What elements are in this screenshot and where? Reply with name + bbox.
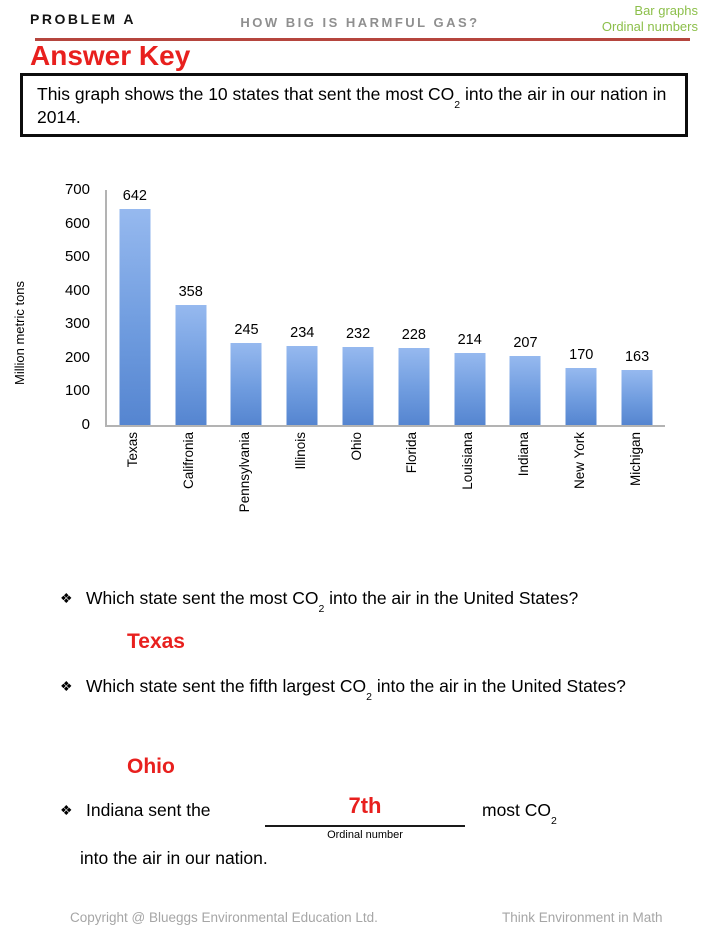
answer-3: 7th	[348, 793, 382, 818]
bar-slot: 642	[107, 188, 163, 425]
answer-1: Texas	[127, 630, 185, 653]
y-tick-label: 600	[64, 214, 90, 232]
x-label-slot: Michigan	[607, 432, 663, 546]
topic-tags: Bar graphs Ordinal numbers	[602, 3, 698, 35]
question-2: Which state sent the fifth largest CO2 i…	[86, 672, 670, 704]
co2-subscript: 2	[366, 691, 372, 704]
bar-slot: 358	[163, 190, 219, 425]
y-tick-label: 400	[64, 281, 90, 299]
bar	[565, 368, 597, 425]
bar-value-label: 163	[624, 349, 650, 365]
bar	[398, 348, 430, 425]
y-axis-title: Million metric tons	[12, 280, 27, 385]
bar-value-label: 228	[401, 327, 426, 343]
bar	[342, 347, 374, 425]
question-3-last-line: into the air in our nation.	[80, 848, 268, 868]
bar	[119, 209, 151, 425]
question-3-suffix-text: most CO	[482, 800, 552, 820]
bar-value-label: 232	[345, 326, 371, 342]
question-3-suffix: most CO2	[482, 796, 557, 828]
y-tick-label: 500	[64, 248, 90, 266]
topic-line-ordinal-numbers: Ordinal numbers	[601, 19, 698, 34]
x-label-slot: Pennsylvania	[217, 432, 273, 546]
bar	[286, 346, 318, 425]
bar-slot: 234	[274, 190, 330, 425]
plot-area: 642 358 245 234 232 228 214 207 170 163	[105, 188, 665, 427]
topic-line-bar-graphs: Bar graphs	[634, 3, 698, 18]
bar-slot: 245	[219, 190, 275, 425]
bar-value-label: 207	[513, 335, 538, 351]
bar-slot: 214	[442, 190, 498, 425]
x-label-slot: Illinois	[272, 432, 328, 546]
bar-value-label: 170	[569, 347, 594, 363]
bar-slot: 170	[553, 190, 609, 425]
bullet-icon: ❖	[60, 678, 73, 694]
question-2-text: Which state sent the fifth largest CO	[86, 676, 367, 696]
intro-box: This graph shows the 10 states that sent…	[20, 73, 688, 137]
bar	[621, 370, 653, 425]
co2-subscript: 2	[318, 603, 325, 616]
question-1-text: Which state sent the most CO	[86, 588, 319, 608]
header-divider	[35, 38, 690, 41]
answer-key-heading: Answer Key	[30, 40, 191, 71]
bar	[175, 305, 207, 425]
question-1-text-after: into the air in the United States?	[324, 588, 579, 608]
answer-blank: 7th	[265, 793, 465, 827]
x-label-slot: Ohio	[328, 432, 384, 546]
x-label-slot: New York	[551, 432, 607, 546]
blank-caption: Ordinal number	[327, 829, 403, 841]
x-label-slot: Califronia	[161, 432, 217, 546]
co2-subscript: 2	[551, 815, 557, 828]
x-category-label: Califronia	[181, 432, 197, 490]
intro-text-before: This graph shows the 10 states that sent…	[37, 84, 455, 104]
y-tick-label: 300	[64, 315, 90, 333]
bar-value-label: 245	[234, 322, 259, 338]
x-category-label: Louisiana	[460, 432, 476, 490]
y-tick-label: 200	[64, 348, 90, 366]
bar	[230, 343, 262, 425]
co2-subscript: 2	[454, 99, 461, 112]
intro-text-after: into the air in our nation in 2014.	[37, 84, 667, 127]
bar-value-label: 234	[290, 325, 315, 341]
x-category-label: Pennsylvania	[236, 432, 252, 513]
x-label-slot: Florida	[384, 432, 440, 546]
x-category-label: Ohio	[348, 432, 364, 461]
answer-2: Ohio	[127, 755, 175, 778]
bar-slot: 232	[330, 190, 386, 425]
x-category-label: Texas	[125, 432, 141, 468]
bar-value-label: 358	[178, 284, 203, 300]
bar	[454, 353, 486, 425]
question-2-text-after: into the air in the United States?	[371, 676, 626, 696]
bullet-icon: ❖	[60, 802, 73, 818]
y-tick-label: 100	[64, 382, 90, 400]
bar-slot: 228	[386, 190, 442, 425]
bullet-icon: ❖	[60, 590, 73, 606]
y-tick-label: 700	[64, 181, 90, 198]
x-label-slot: Indiana	[496, 432, 552, 546]
x-category-label: New York	[571, 432, 587, 490]
problem-label: PROBLEM A	[30, 11, 136, 27]
x-label-slot: Texas	[105, 432, 161, 546]
question-3-prefix: Indiana sent the	[86, 800, 211, 820]
sheet-title: HOW BIG IS HARMFUL GAS?	[240, 15, 480, 30]
y-tick-label: 0	[81, 415, 90, 433]
x-labels: Texas Califronia Pennsylvania Illinois Ohio F…	[105, 432, 663, 546]
x-category-label: Michigan	[627, 432, 643, 487]
bar-slot: 163	[609, 190, 665, 425]
bar	[509, 356, 541, 425]
bar-value-label: 214	[457, 332, 482, 348]
footer-brand: Think Environment in Math	[502, 910, 663, 925]
question-1: Which state sent the most CO2 into the a…	[86, 584, 686, 616]
y-axis-ticks: 700 600 500 400 300 200 100 0	[38, 180, 90, 435]
bar-slot: 207	[498, 190, 554, 425]
x-label-slot: Louisiana	[440, 432, 496, 546]
x-category-label: Indiana	[515, 432, 531, 477]
footer-copyright: Copyright @ Blueggs Environmental Educat…	[70, 910, 378, 925]
x-category-label: Florida	[404, 432, 420, 474]
bar-value-label: 642	[122, 188, 147, 204]
x-category-label: Illinois	[292, 432, 308, 470]
